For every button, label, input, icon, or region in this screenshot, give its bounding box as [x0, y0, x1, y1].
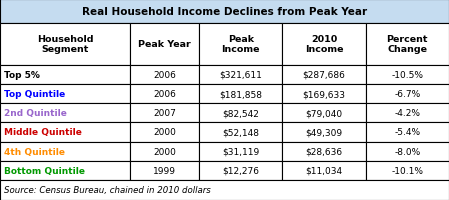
Bar [130, 24, 199, 65]
Text: $79,040: $79,040 [305, 109, 343, 118]
Bar [365, 85, 449, 104]
Text: 2007: 2007 [153, 109, 176, 118]
Text: 2nd Quintile: 2nd Quintile [4, 109, 67, 118]
Bar [365, 65, 449, 85]
Bar [365, 142, 449, 161]
Text: Peak
Income: Peak Income [221, 35, 260, 54]
Text: Peak Year: Peak Year [138, 40, 191, 49]
Text: Source: Census Bureau, chained in 2010 dollars: Source: Census Bureau, chained in 2010 d… [4, 186, 211, 194]
Text: 2006: 2006 [153, 71, 176, 79]
Text: $82,542: $82,542 [222, 109, 259, 118]
Bar [0, 24, 130, 65]
Bar [0, 104, 130, 123]
Text: -10.1%: -10.1% [392, 166, 423, 175]
Text: 1999: 1999 [153, 166, 176, 175]
Text: $52,148: $52,148 [222, 128, 259, 137]
Bar [130, 85, 199, 104]
Bar [199, 142, 282, 161]
Bar [282, 85, 365, 104]
Bar [282, 123, 365, 142]
Bar [130, 142, 199, 161]
Text: $49,309: $49,309 [305, 128, 343, 137]
Bar [130, 123, 199, 142]
Text: $287,686: $287,686 [303, 71, 345, 79]
Bar [0, 0, 449, 24]
Bar [0, 161, 130, 180]
Text: Bottom Quintile: Bottom Quintile [4, 166, 85, 175]
Bar [199, 123, 282, 142]
Text: Percent
Change: Percent Change [387, 35, 428, 54]
Text: 2000: 2000 [153, 128, 176, 137]
Text: $12,276: $12,276 [222, 166, 259, 175]
Bar [0, 123, 130, 142]
Bar [0, 142, 130, 161]
Text: $169,633: $169,633 [303, 90, 346, 99]
Bar [199, 104, 282, 123]
Text: $28,636: $28,636 [305, 147, 343, 156]
Bar [130, 161, 199, 180]
Text: Top 5%: Top 5% [4, 71, 40, 79]
Bar [0, 85, 130, 104]
Text: 4th Quintile: 4th Quintile [4, 147, 65, 156]
Text: -6.7%: -6.7% [394, 90, 420, 99]
Bar [282, 142, 365, 161]
Text: 2006: 2006 [153, 90, 176, 99]
Bar [130, 104, 199, 123]
Bar [0, 180, 449, 200]
Bar [282, 24, 365, 65]
Text: $11,034: $11,034 [305, 166, 343, 175]
Bar [199, 65, 282, 85]
Text: Household
Segment: Household Segment [37, 35, 93, 54]
Bar [282, 104, 365, 123]
Bar [199, 24, 282, 65]
Bar [130, 65, 199, 85]
Text: $321,611: $321,611 [219, 71, 262, 79]
Text: $181,858: $181,858 [219, 90, 262, 99]
Text: -10.5%: -10.5% [392, 71, 423, 79]
Text: -4.2%: -4.2% [394, 109, 420, 118]
Bar [199, 161, 282, 180]
Bar [199, 85, 282, 104]
Bar [0, 65, 130, 85]
Bar [365, 104, 449, 123]
Text: Middle Quintile: Middle Quintile [4, 128, 82, 137]
Bar [282, 65, 365, 85]
Text: 2010
Income: 2010 Income [305, 35, 343, 54]
Text: Top Quintile: Top Quintile [4, 90, 65, 99]
Bar [282, 161, 365, 180]
Text: 2000: 2000 [153, 147, 176, 156]
Text: -5.4%: -5.4% [394, 128, 420, 137]
Bar [365, 123, 449, 142]
Text: Real Household Income Declines from Peak Year: Real Household Income Declines from Peak… [82, 7, 367, 17]
Text: $31,119: $31,119 [222, 147, 260, 156]
Bar [365, 24, 449, 65]
Bar [365, 161, 449, 180]
Text: -8.0%: -8.0% [394, 147, 420, 156]
